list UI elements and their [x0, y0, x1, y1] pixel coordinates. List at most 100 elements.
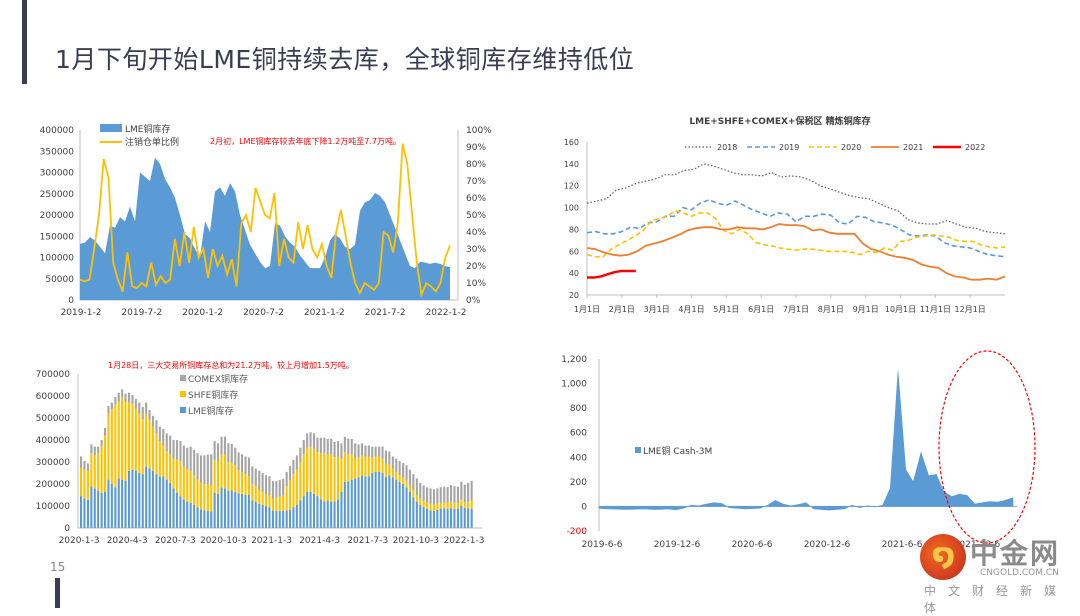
y-tick-label-right: 50% [466, 211, 486, 221]
bar-segment-shfe [203, 484, 206, 511]
bar-segment-lme [145, 466, 148, 528]
bar-segment-lme [162, 476, 165, 528]
bar-segment-comex [172, 440, 175, 459]
bar-segment-comex [278, 480, 281, 497]
bar-segment-comex [316, 437, 319, 453]
bar-segment-lme [319, 499, 322, 528]
bar-segment-shfe [268, 495, 271, 508]
bar-segment-comex [271, 481, 274, 499]
bar-segment-comex [426, 487, 429, 503]
bar-segment-comex [347, 438, 350, 454]
bar-segment-shfe [374, 456, 377, 472]
bar-segment-comex [323, 437, 326, 454]
x-tick-label: 2月1日 [609, 305, 635, 314]
bar-segment-lme [408, 491, 411, 528]
bar-segment-comex [97, 446, 100, 454]
bar-segment-comex [165, 433, 168, 451]
bar-segment-lme [426, 508, 429, 528]
x-tick-label: 2020-1-3 [59, 536, 100, 546]
bar-segment-lme [80, 496, 83, 528]
bar-segment-shfe [158, 441, 161, 477]
x-tick-label: 9月1日 [853, 305, 879, 314]
y-tick-label: 0 [64, 524, 70, 534]
y-tick-label: 200000 [36, 480, 71, 490]
y-tick-label: 140 [564, 160, 579, 169]
x-tick-label: 2021-6-6 [882, 540, 923, 550]
bar-segment-comex [450, 485, 453, 502]
y-tick-label-left: 100000 [40, 254, 75, 264]
x-tick-label: 2020-1-2 [182, 308, 223, 318]
bar-segment-shfe [100, 446, 103, 493]
legend-label: COMEX铜库存 [188, 373, 248, 385]
legend-swatch [180, 391, 186, 397]
bar-segment-lme [196, 507, 199, 528]
bar-segment-shfe [145, 413, 148, 467]
bar-segment-comex [319, 437, 322, 454]
chart-exchange-stocks-svg: 1月28日，三大交易所铜库存总和为21.2万吨，较上月增加1.5万吨。 0 1000… [36, 360, 485, 546]
bar-segment-shfe [415, 495, 418, 502]
bar-segment-comex [306, 433, 309, 448]
bar-segment-lme [134, 470, 137, 528]
bar-segment-lme [384, 477, 387, 528]
bar-segment-lme [439, 508, 442, 528]
bar-segment-shfe [117, 401, 120, 479]
bar-segment-shfe [199, 482, 202, 510]
bar-segment-comex [337, 441, 340, 457]
bar-segment-comex [148, 409, 151, 420]
y-tick-label: 120 [564, 182, 579, 191]
bar-segment-lme [456, 508, 459, 528]
bar-segment-lme [405, 487, 408, 528]
bar-segment-lme [292, 507, 295, 528]
bar-segment-shfe [402, 477, 405, 484]
x-tick-label: 5月1日 [713, 305, 739, 314]
bar-segment-comex [436, 488, 439, 504]
bar-segment-lme [223, 488, 226, 528]
bar-segment-shfe [217, 460, 220, 494]
bar-segment-comex [470, 480, 473, 501]
bar-segment-shfe [422, 500, 425, 508]
bar-segment-lme [443, 508, 446, 528]
bar-segment-comex [289, 466, 292, 481]
bar-segment-comex [343, 436, 346, 453]
bar-segment-shfe [275, 497, 278, 511]
bar-segment-lme [419, 504, 422, 528]
bar-segment-lme [107, 479, 110, 528]
series-line-2019 [586, 199, 1006, 258]
bar-segment-shfe [278, 496, 281, 511]
x-tick-label: 2020-7-3 [155, 536, 196, 546]
bar-segment-shfe [241, 471, 244, 494]
bar-segment-lme [172, 488, 175, 528]
bar-segment-lme [271, 510, 274, 528]
bar-segment-comex [110, 402, 113, 410]
bar-segment-shfe [134, 408, 137, 471]
bar-segment-comex [117, 392, 120, 402]
y-tick-label: 400000 [36, 436, 71, 446]
bar-segment-comex [463, 484, 466, 503]
bar-segment-comex [151, 415, 154, 427]
bar-segment-comex [138, 402, 141, 414]
bar-segment-comex [114, 397, 117, 405]
y-tick-label-right: 60% [466, 194, 486, 204]
bar-segment-lme [299, 500, 302, 528]
bar-segment-shfe [114, 404, 117, 488]
bar-segment-lme [391, 477, 394, 528]
y-tick-label-right: 90% [466, 143, 486, 153]
bar-segment-comex [391, 456, 394, 469]
bar-segment-comex [193, 449, 196, 476]
bar-segment-comex [104, 427, 107, 436]
bar-segment-shfe [371, 457, 374, 473]
bar-segment-lme [422, 507, 425, 528]
x-tick-label: 7月1日 [783, 305, 809, 314]
footer-accent-bar [55, 578, 60, 608]
chart-annotation: 2月初，LME铜库存较去年底下降1.2万吨至7.7万吨。 [210, 136, 401, 146]
bar-segment-shfe [443, 502, 446, 509]
bar-segment-shfe [138, 413, 141, 473]
x-tick-label: 2019-12-6 [654, 540, 701, 550]
bar-segment-shfe [316, 452, 319, 497]
bar-segment-comex [210, 454, 213, 486]
bar-segment-shfe [265, 493, 268, 506]
bar-segment-lme [114, 487, 117, 528]
bar-segment-comex [220, 436, 223, 455]
bar-segment-comex [432, 489, 435, 505]
bar-segment-shfe [172, 458, 175, 489]
